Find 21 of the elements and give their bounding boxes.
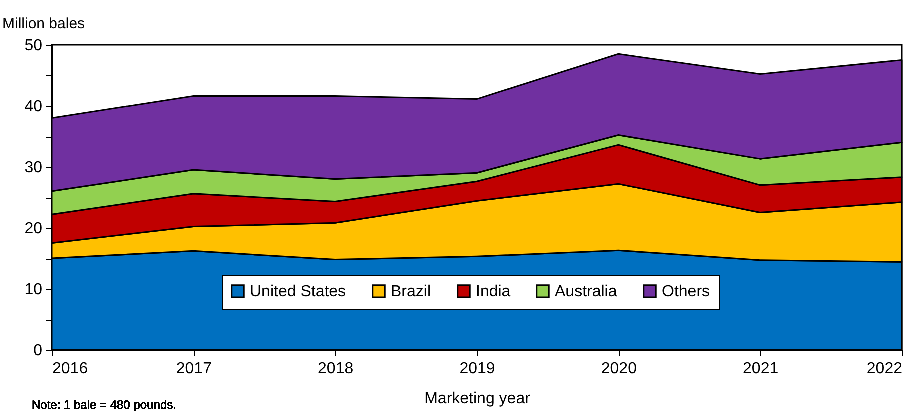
y-tick-label: 50 <box>24 38 43 54</box>
y-tick-label: 10 <box>24 282 43 298</box>
x-tick-label: 2022 <box>866 360 903 378</box>
x-tick-label: 2017 <box>176 360 212 378</box>
x-tick-label: 2016 <box>52 360 88 378</box>
text: Note: 1 bale = 480 pounds. <box>32 398 176 412</box>
legend-label: Brazil <box>391 283 432 300</box>
y-tick-label: 40 <box>24 98 43 116</box>
legend-label: United States <box>250 283 346 300</box>
x-tick-label: 2021 <box>743 360 779 378</box>
y-tick-label: 0 <box>34 342 43 360</box>
x-axis-title: Marketing year <box>424 390 532 408</box>
x-tick-label: 2018 <box>318 360 354 378</box>
legend-label: India <box>476 283 511 300</box>
x-tick-label: 2020 <box>601 360 638 378</box>
legend-label: Others <box>662 283 710 300</box>
x-tick-label: 2019 <box>460 360 496 378</box>
y-axis-title: Million bales <box>2 16 86 32</box>
legend-label: Australia <box>555 283 618 300</box>
y-tick-label: 20 <box>24 220 43 238</box>
y-tick-label: 30 <box>24 160 43 176</box>
